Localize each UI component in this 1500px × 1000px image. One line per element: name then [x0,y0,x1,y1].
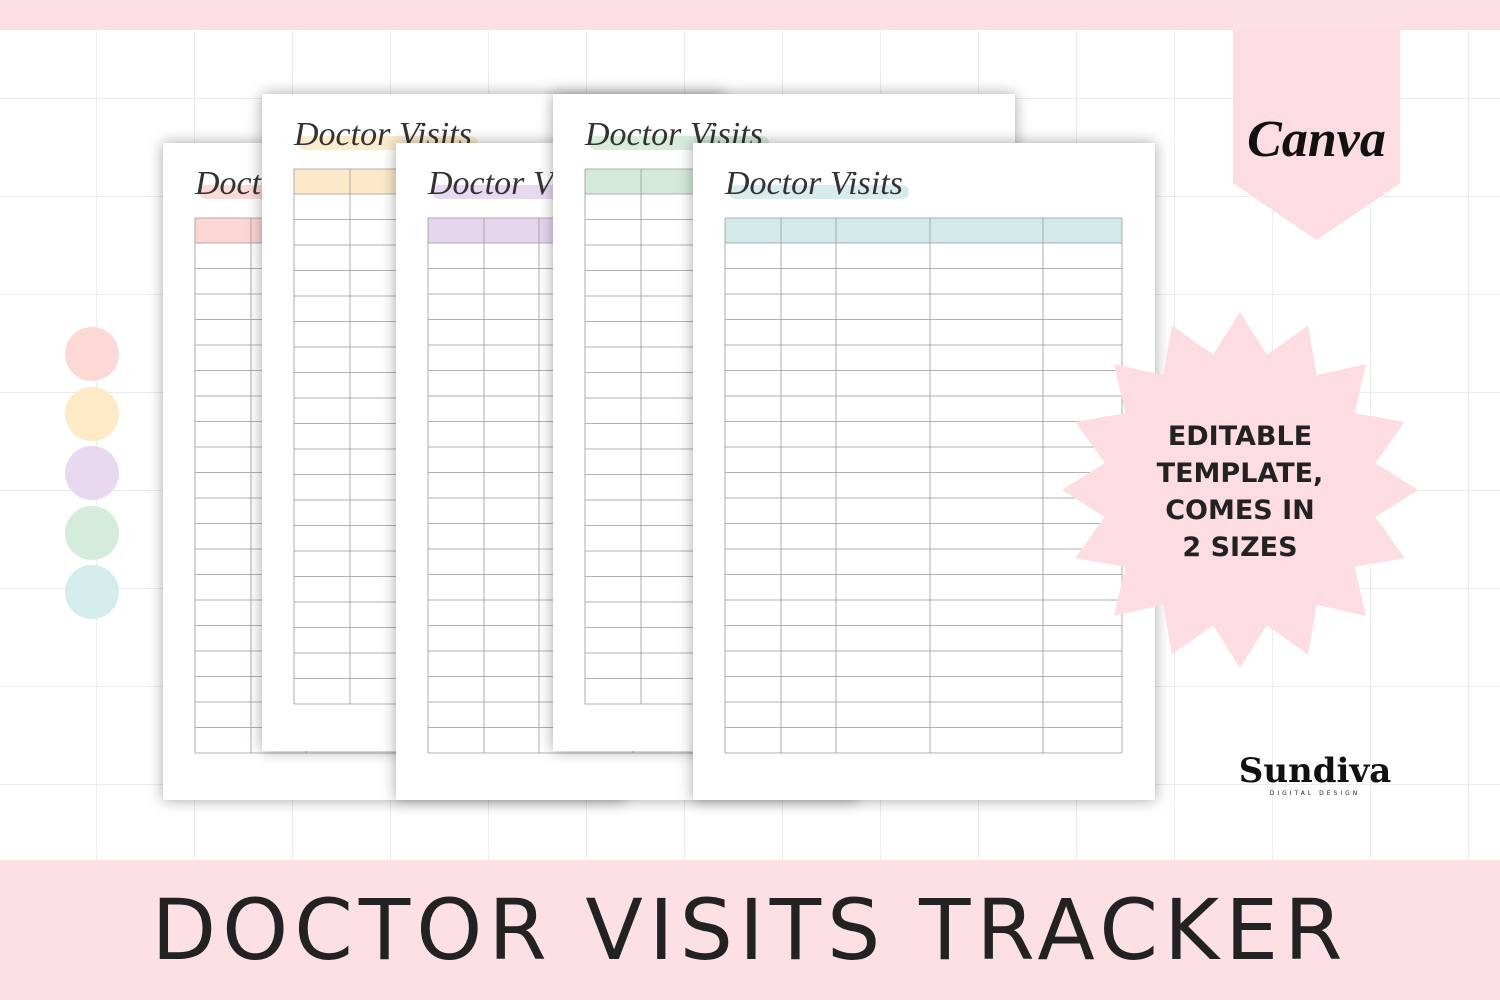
brand-name: Sundiva [1238,751,1392,791]
banner: DOCTOR VISITS TRACKER [0,860,1500,1000]
starburst [1062,312,1418,668]
swatch [65,505,119,560]
swatch [65,446,119,500]
table-grid [724,217,1123,754]
swatch [65,386,119,441]
starburst-text: EDITABLE TEMPLATE, COMES IN 2 SIZES [1140,418,1340,566]
tracker-page: Doctor VisitsDATETIMEDOCTORREASON FOR VI… [693,143,1155,800]
banner-title: DOCTOR VISITS TRACKER [151,881,1349,979]
swatch [65,327,119,381]
starburst-shape [1062,312,1418,668]
swatch [65,565,119,619]
starburst-line: EDITABLE [1167,421,1313,452]
page-title: Doctor Visits [725,165,903,202]
brand: Sundiva DIGITAL DESIGN [1215,752,1415,797]
header-fill [725,218,1122,243]
badge-text: Canva [1247,111,1386,168]
starburst-line: 2 SIZES [1182,532,1298,563]
starburst-line: COMES IN [1165,495,1315,526]
brand-tagline: DIGITAL DESIGN [1269,790,1361,797]
title-brush [729,185,909,199]
starburst-line: TEMPLATE, [1156,458,1324,489]
top-band [0,0,1500,30]
